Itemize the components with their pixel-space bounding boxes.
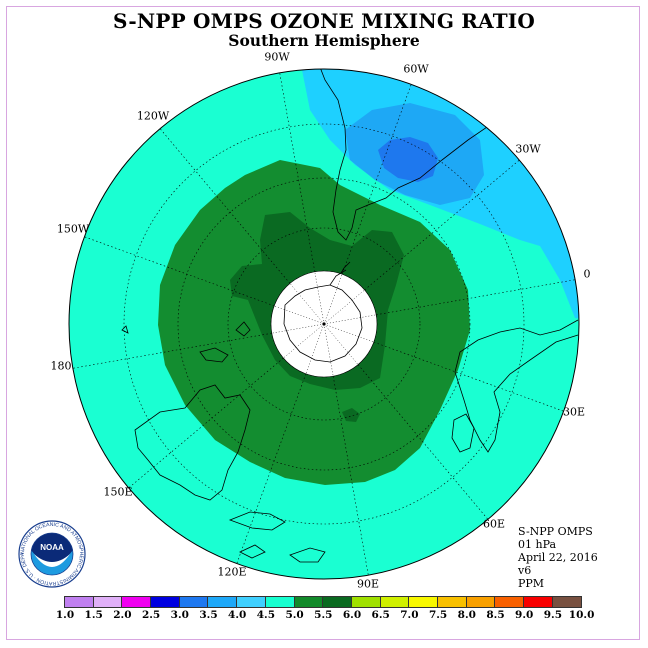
lon-label-120e: 120E [217, 565, 247, 579]
lon-label-120w: 120W [136, 109, 170, 123]
map-boundary [68, 68, 580, 580]
info-block: S-NPP OMPS 01 hPa April 22, 2016 v6 PPM [518, 525, 598, 590]
svg-text:NOAA: NOAA [40, 543, 64, 552]
legend-swatch [437, 597, 467, 607]
legend-swatch [179, 597, 209, 607]
legend-tick-label: 10.0 [568, 609, 595, 621]
legend-tick-label: 7.5 [428, 609, 448, 621]
legend-tick-label: 1.5 [84, 609, 103, 621]
meridian-line [236, 373, 307, 564]
lon-label-0: 0 [583, 267, 591, 281]
meridian-line [279, 72, 316, 272]
legend-tick-label: 9.5 [543, 609, 563, 621]
meridian-line [128, 357, 284, 489]
lon-label-180: 180 [50, 359, 72, 373]
legend-tick-label: 9.0 [515, 609, 534, 621]
lon-label-150w: 150W [56, 222, 90, 236]
meridian-line [332, 376, 369, 576]
meridian-line [357, 364, 489, 520]
legend-tick-label: 2.0 [113, 609, 132, 621]
map-subtitle: Southern Hemisphere [228, 31, 420, 50]
info-units: PPM [518, 577, 545, 590]
meridian-line [72, 332, 272, 369]
south-pole-marker [322, 322, 326, 326]
lon-label-60e: 60E [482, 517, 506, 531]
lon-label-90w: 90W [264, 50, 290, 64]
lon-label-30e: 30E [562, 405, 586, 419]
legend-swatch [409, 597, 438, 607]
legend-swatch [466, 597, 496, 607]
legend-tick-label: 3.0 [170, 609, 189, 621]
meridian-line [84, 236, 275, 307]
legend-swatch [495, 597, 524, 607]
legend-tick-label: 5.5 [314, 609, 333, 621]
info-date: April 22, 2016 [518, 551, 598, 564]
legend-swatch [552, 597, 582, 607]
legend-tick-label: 8.5 [486, 609, 505, 621]
legend-tick-label: 4.0 [228, 609, 247, 621]
meridian-line [376, 279, 576, 316]
legend-tick-label: 8.0 [457, 609, 476, 621]
legend-tick-label: 6.0 [342, 609, 362, 621]
legend-tick-label: 2.5 [141, 609, 161, 621]
ozone-spot-6-0 [342, 408, 360, 422]
color-legend-bar [64, 596, 583, 608]
legend-swatch [524, 597, 553, 607]
antarctica-coast [283, 269, 363, 363]
legend-swatch [65, 597, 94, 607]
meridian-line [159, 128, 291, 284]
legend-swatch [351, 597, 381, 607]
legend-tick-label: 7.0 [400, 609, 419, 621]
info-pressure-level: 01 hPa [518, 538, 557, 551]
legend-swatch [294, 597, 324, 607]
legend-swatch [380, 597, 410, 607]
map-title: S-NPP OMPS OZONE MIXING RATIO [113, 9, 535, 33]
page-frame [6, 6, 640, 640]
legend-tick-label: 4.5 [256, 609, 276, 621]
legend-swatch [208, 597, 238, 607]
lon-label-150e: 150E [103, 485, 133, 499]
lon-label-60w: 60W [403, 62, 429, 76]
lon-label-90e: 90E [356, 577, 380, 591]
legend-tick-label: 1.0 [55, 609, 75, 621]
meridian-line [364, 159, 520, 291]
lon-label-30w: 30W [515, 142, 541, 156]
legend-tick-label: 5.0 [285, 609, 304, 621]
legend-swatch [237, 597, 266, 607]
longitude-lines [72, 72, 576, 576]
legend-tick-label: 6.5 [371, 609, 390, 621]
meridian-line [373, 341, 564, 412]
legend-swatch [151, 597, 180, 607]
legend-tick-label: 3.5 [199, 609, 218, 621]
legend-swatch [93, 597, 123, 607]
ozone-region-3-0 [378, 137, 438, 182]
noaa-logo-icon: NATIONAL OCEANIC AND ATMOSPHERIC ADMINIS… [18, 520, 86, 588]
legend-swatch [323, 597, 352, 607]
legend-swatch [265, 597, 295, 607]
info-instrument: S-NPP OMPS [518, 525, 593, 538]
meridian-line [341, 84, 412, 275]
info-version: v6 [518, 564, 532, 577]
legend-swatch [122, 597, 152, 607]
